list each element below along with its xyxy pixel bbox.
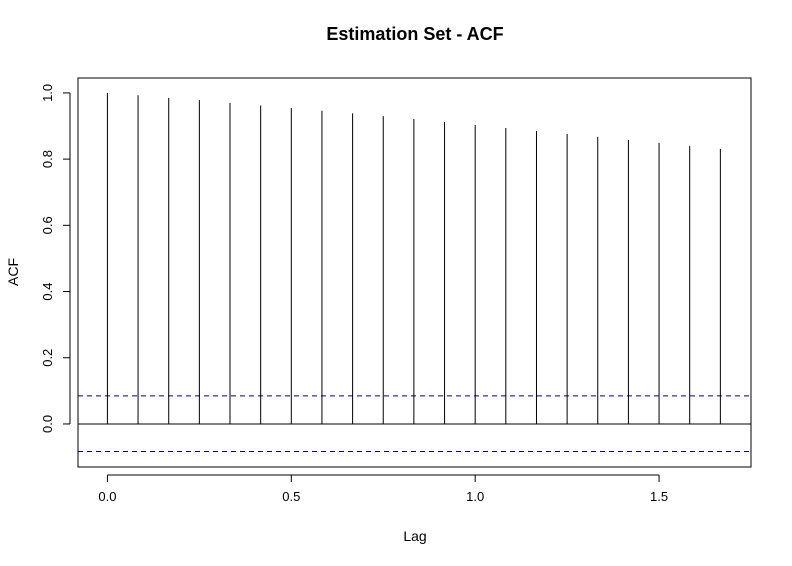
x-tick-label: 0.5	[282, 489, 300, 504]
x-axis-label: Lag	[403, 528, 426, 544]
y-tick-label: 0.4	[40, 282, 55, 300]
x-tick-label: 1.0	[466, 489, 484, 504]
confidence-bounds-layer	[78, 395, 751, 452]
y-axis: 0.0 0.2 0.4 0.6 0.8 1.0	[40, 84, 71, 433]
y-axis-label: ACF	[5, 258, 21, 286]
y-tick-label: 0.0	[40, 415, 55, 433]
x-axis: 0.0 0.5 1.0 1.5	[98, 474, 668, 504]
y-tick-label: 0.6	[40, 216, 55, 234]
chart-title: Estimation Set - ACF	[326, 24, 503, 44]
x-tick-label: 1.5	[650, 489, 668, 504]
y-tick-label: 0.8	[40, 150, 55, 168]
acf-spikes-layer	[106, 92, 721, 424]
y-tick-label: 1.0	[40, 84, 55, 102]
plot-frame	[77, 77, 752, 468]
x-tick-label: 0.0	[98, 489, 116, 504]
y-tick-label: 0.2	[40, 349, 55, 367]
